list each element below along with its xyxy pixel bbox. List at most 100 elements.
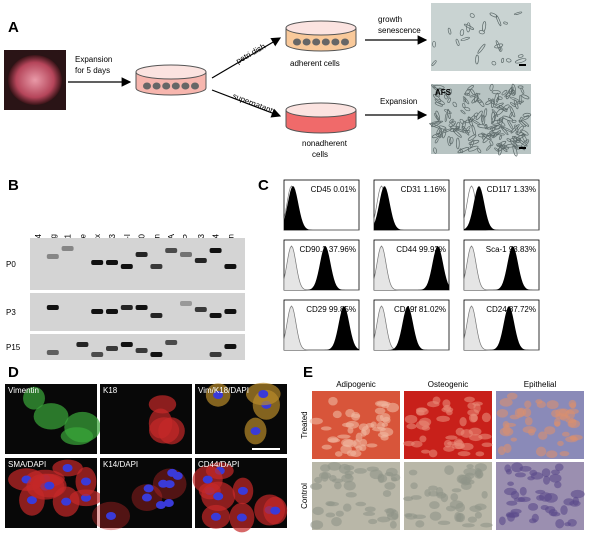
cell [432,40,437,48]
cell [355,432,363,443]
cell [519,465,532,472]
cell [310,520,324,530]
cell [380,434,389,441]
cell [434,101,443,107]
cell [509,106,516,118]
cell [341,38,349,46]
cell [506,511,520,518]
sample-curve [374,186,449,230]
cell [452,129,462,138]
cell [541,468,551,478]
step-text: adherent cells [290,59,340,68]
scale-bar [252,448,280,450]
sample-curve [284,186,359,230]
cell [481,114,484,123]
cell [320,472,329,482]
cell [447,136,452,147]
cell [499,427,514,437]
cell [438,125,447,130]
cell [523,115,530,120]
cell [463,467,477,476]
cell [449,118,454,123]
nucleus [80,477,91,486]
cell [443,439,452,448]
cell [449,125,460,129]
cell [461,120,466,130]
cell [191,82,199,90]
cell [293,38,301,46]
cell [554,481,562,489]
cell [347,427,354,434]
cell [512,144,518,157]
band [194,258,207,263]
cell [329,475,337,482]
band [150,264,163,269]
cell [428,485,438,491]
band [209,352,222,357]
cell [405,513,418,520]
cell [514,58,527,64]
panel-label: B [8,177,19,194]
cell [455,137,460,150]
nucleus [258,390,269,399]
cell [481,442,493,448]
cell [404,414,418,424]
cell [334,451,343,457]
band [46,350,59,355]
cell [421,425,431,431]
cell [491,119,503,125]
cell [359,444,367,452]
cell [433,93,442,103]
cell [516,125,524,135]
cell [471,119,481,126]
cell [495,97,500,102]
cell [510,140,519,149]
cell [344,470,354,476]
cell [64,411,101,443]
cell [382,490,392,497]
column-label: Epithelial [524,380,557,389]
cell [520,87,525,94]
cell [433,84,445,90]
cell [519,486,527,496]
cell [325,512,336,518]
cell [475,110,483,120]
cell [449,128,457,132]
cell [385,467,398,477]
cell [384,482,396,490]
cell [464,396,475,403]
row-label: P0 [6,260,16,269]
cell [509,111,513,118]
cell [569,402,577,409]
cell [520,129,529,136]
cell [469,434,483,442]
cell [491,60,497,66]
cell [554,463,564,472]
cell [491,98,495,109]
cell [518,120,526,128]
cell [148,395,177,414]
nucleus [44,481,55,490]
cell [310,482,323,490]
cell [340,444,352,454]
histogram-label: CD45 0.01% [311,185,356,194]
cell [482,21,487,32]
cell [448,88,452,96]
cell [320,464,331,472]
cell [337,434,351,439]
band [180,301,192,306]
nucleus [155,501,166,510]
cell [514,408,525,418]
cell [467,516,477,523]
band [46,305,59,310]
cell [342,503,352,512]
band [91,352,104,357]
band [106,346,118,351]
histogram-label: CD49f 81.02% [394,305,446,314]
cell [152,82,161,90]
cell [486,145,492,151]
cell [434,113,440,122]
cell [549,473,562,483]
cell [494,43,504,49]
cell [546,400,559,410]
